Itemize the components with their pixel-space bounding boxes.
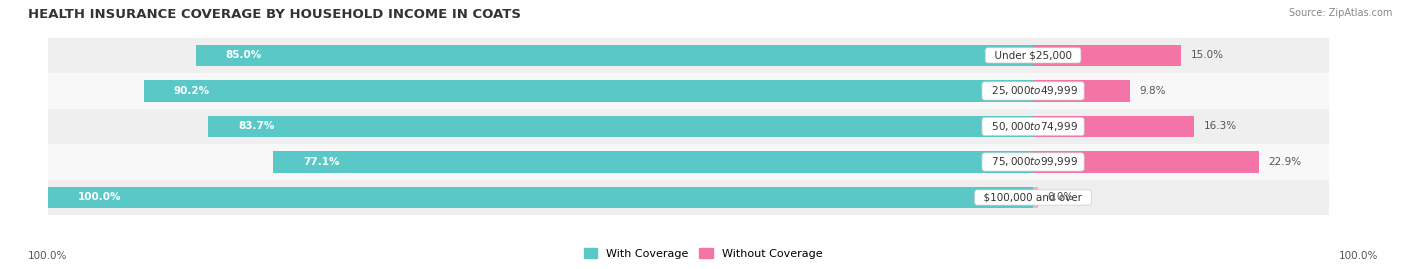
Bar (48, 180, 1329, 215)
Text: Source: ZipAtlas.com: Source: ZipAtlas.com (1288, 8, 1392, 18)
Bar (48, 38, 1329, 73)
Bar (1033, 187, 1038, 208)
Text: 9.8%: 9.8% (1139, 86, 1166, 96)
Bar (48, 109, 1329, 144)
Bar (48, 73, 1329, 109)
Bar (1033, 80, 1129, 102)
Bar (1033, 45, 1181, 66)
Text: 90.2%: 90.2% (174, 86, 209, 96)
Bar (1033, 116, 1194, 137)
Bar (48, 187, 1033, 208)
Text: 77.1%: 77.1% (304, 157, 339, 167)
Text: 0.0%: 0.0% (1047, 193, 1074, 203)
Text: $75,000 to $99,999: $75,000 to $99,999 (984, 155, 1081, 168)
Text: 22.9%: 22.9% (1268, 157, 1302, 167)
Bar (273, 151, 1033, 173)
Text: 100.0%: 100.0% (28, 251, 67, 261)
Bar (208, 116, 1033, 137)
Text: 16.3%: 16.3% (1204, 121, 1237, 132)
Text: $25,000 to $49,999: $25,000 to $49,999 (984, 84, 1081, 97)
Text: 100.0%: 100.0% (77, 193, 121, 203)
Legend: With Coverage, Without Coverage: With Coverage, Without Coverage (581, 245, 825, 262)
Text: $100,000 and over: $100,000 and over (977, 193, 1088, 203)
Text: 15.0%: 15.0% (1191, 50, 1223, 60)
Bar (48, 144, 1329, 180)
Bar (195, 45, 1033, 66)
Bar (1033, 151, 1258, 173)
Text: HEALTH INSURANCE COVERAGE BY HOUSEHOLD INCOME IN COATS: HEALTH INSURANCE COVERAGE BY HOUSEHOLD I… (28, 8, 522, 21)
Text: Under $25,000: Under $25,000 (988, 50, 1078, 60)
Text: $50,000 to $74,999: $50,000 to $74,999 (984, 120, 1081, 133)
Text: 83.7%: 83.7% (238, 121, 274, 132)
Text: 100.0%: 100.0% (1339, 251, 1378, 261)
Text: 85.0%: 85.0% (225, 50, 262, 60)
Bar (145, 80, 1033, 102)
